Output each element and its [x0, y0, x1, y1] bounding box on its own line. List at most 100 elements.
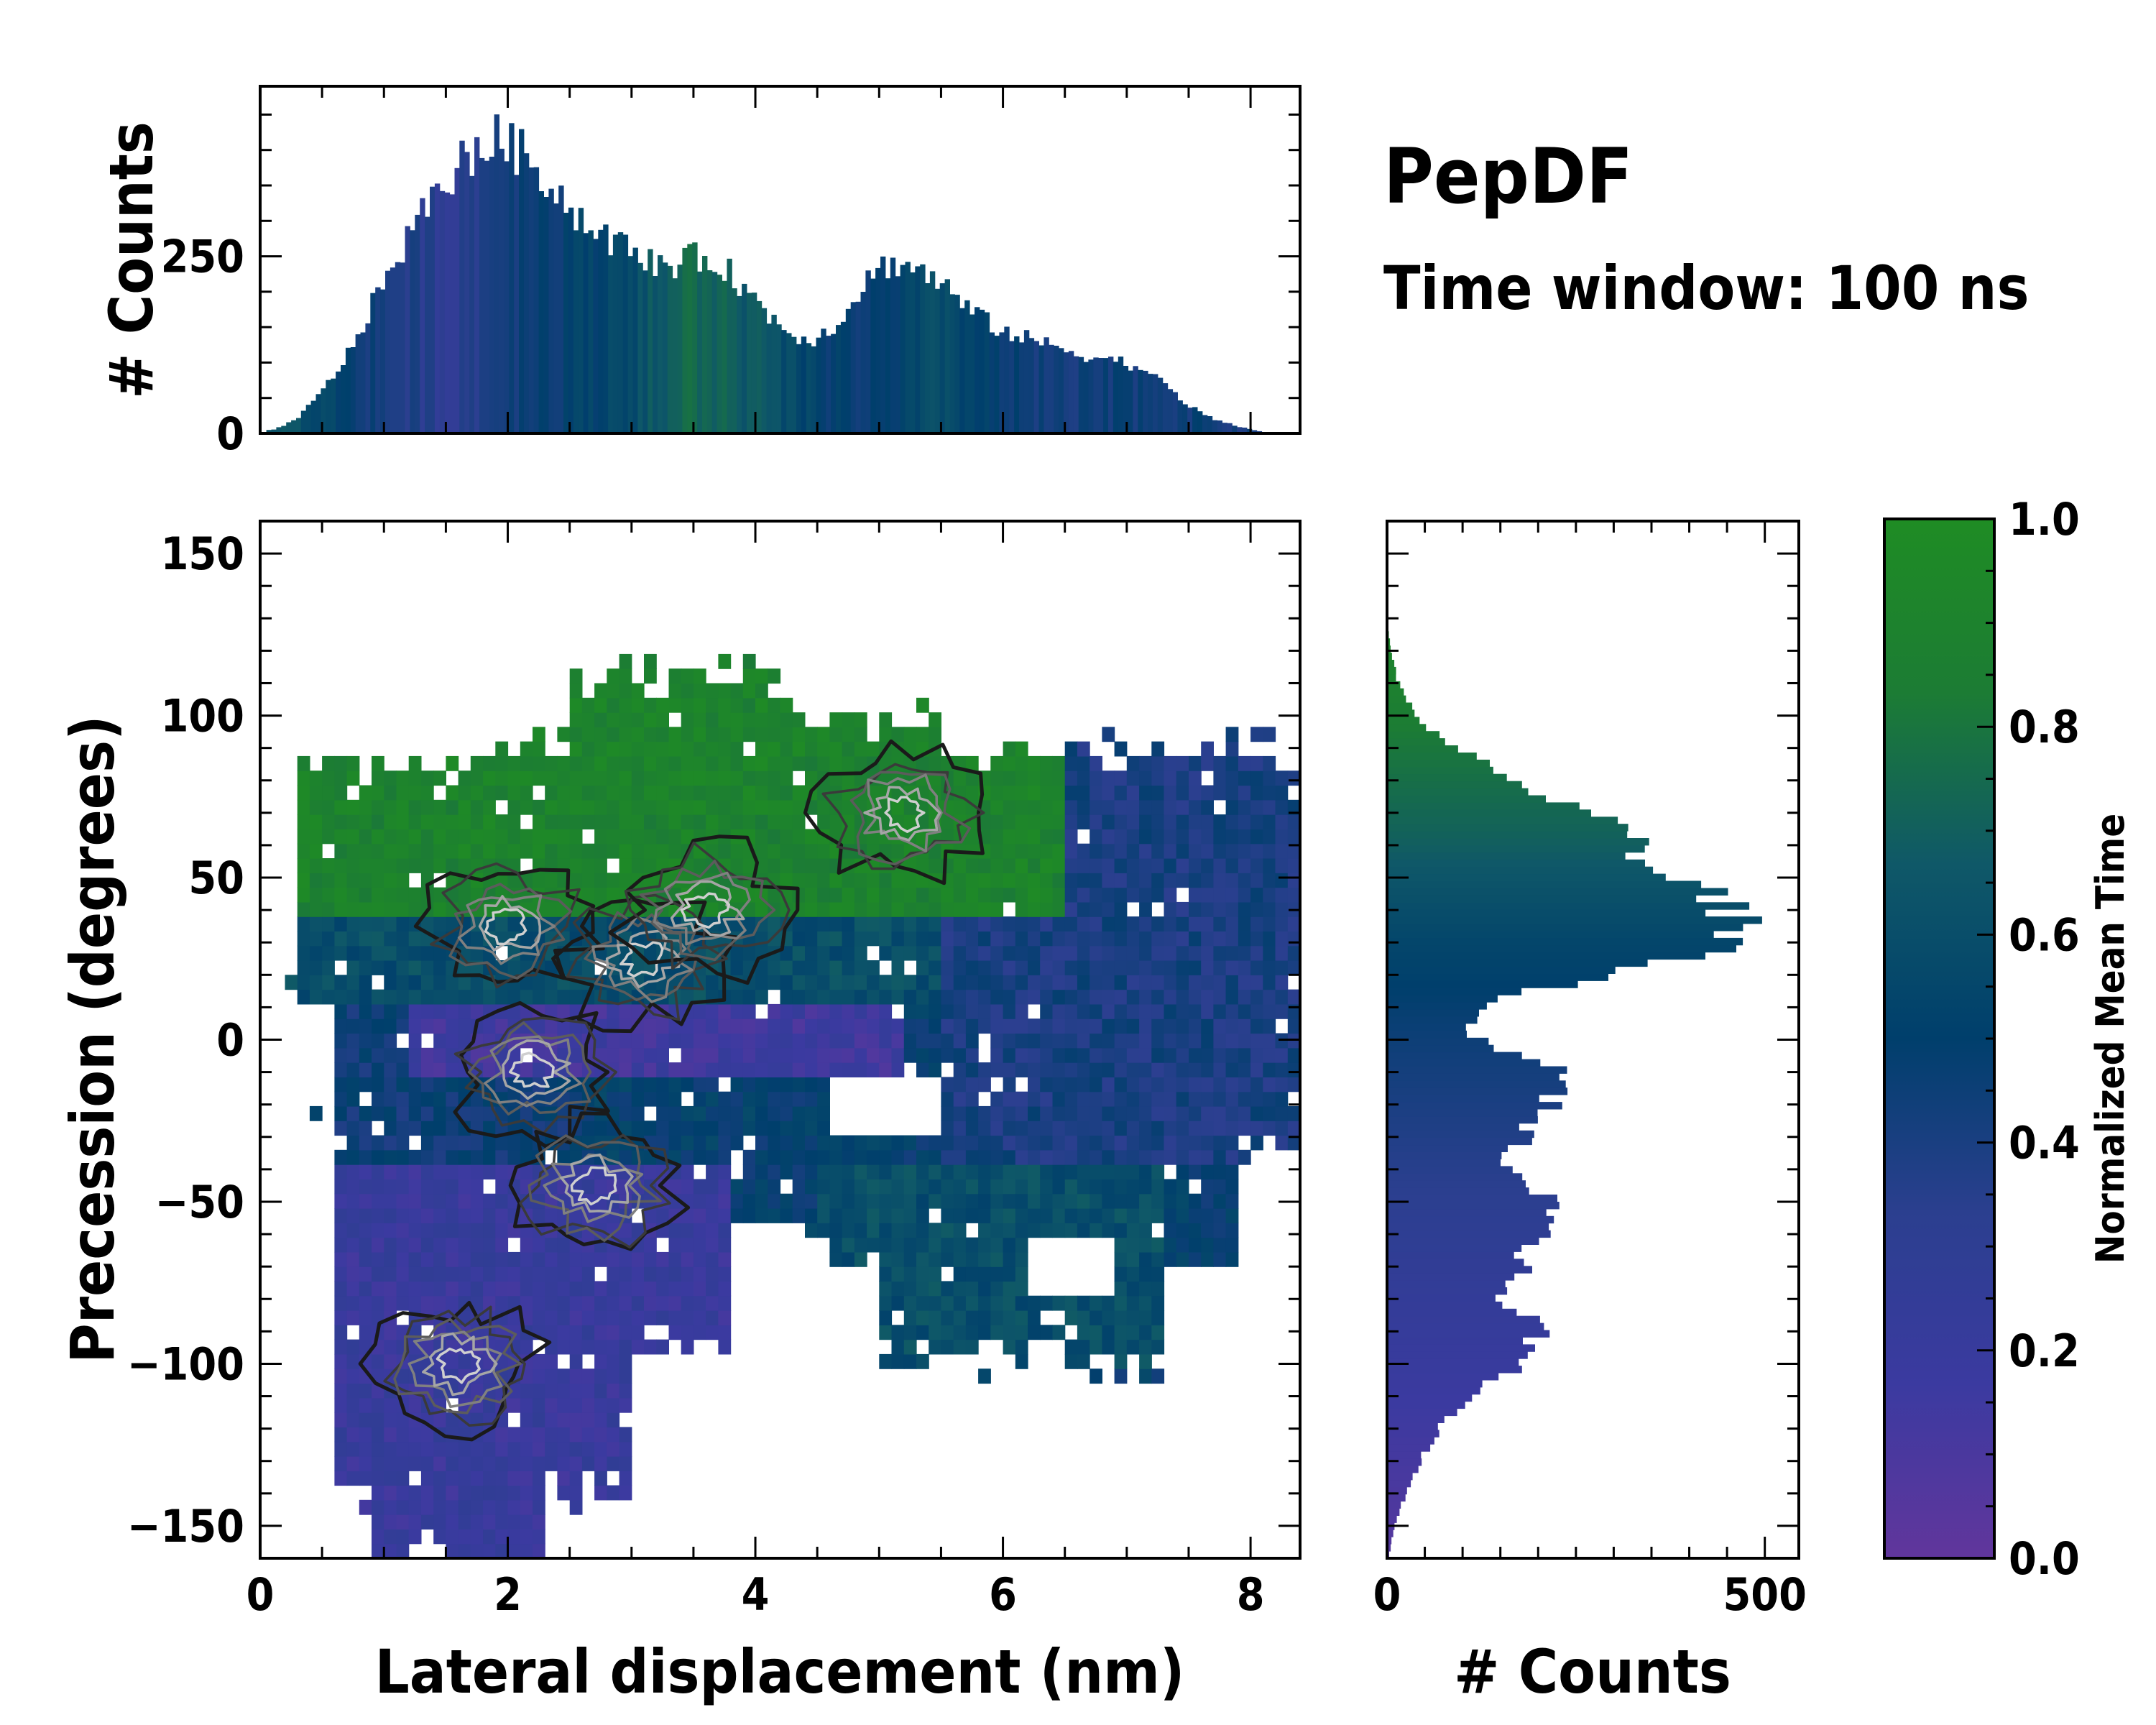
heatmap-cell [433, 1047, 446, 1063]
heatmap-cell [668, 668, 682, 684]
heatmap-cell [533, 1412, 545, 1427]
heatmap-cell [668, 1193, 682, 1209]
heatmap-cell [1077, 1149, 1090, 1165]
heatmap-cell [916, 1353, 929, 1369]
density-contour [393, 1317, 522, 1414]
heatmap-cell [903, 1251, 917, 1267]
heatmap-cell [1263, 770, 1276, 786]
heatmap-cell [619, 1033, 632, 1049]
right-histogram-bar [1387, 980, 1578, 988]
heatmap-cell [1003, 916, 1016, 932]
heatmap-cell [1250, 1018, 1263, 1034]
heatmap-cell [420, 960, 434, 975]
heatmap-cell [1015, 1018, 1028, 1034]
heatmap-cell [1263, 916, 1276, 932]
heatmap-cell [1089, 1121, 1102, 1136]
heatmap-cell [1077, 843, 1090, 859]
heatmap-cell [916, 1281, 929, 1297]
heatmap-cell [693, 1223, 706, 1238]
heatmap-cell [594, 1121, 607, 1136]
heatmap-cell [668, 755, 682, 771]
top-histogram-bar [519, 129, 525, 433]
heatmap-cell [433, 887, 446, 903]
colorbar-tick-label: 1.0 [2009, 493, 2080, 546]
top-histogram-bar [296, 418, 302, 433]
heatmap-cell [941, 901, 954, 917]
top-histogram-bar [1059, 348, 1064, 433]
heatmap-cell [557, 1368, 571, 1384]
heatmap-cell [693, 1179, 706, 1195]
heatmap-cell [1126, 945, 1140, 961]
heatmap-cell [594, 1471, 607, 1486]
heatmap-cell [644, 843, 657, 859]
heatmap-cell [433, 1237, 446, 1253]
heatmap-cell [693, 1018, 706, 1034]
heatmap-cell [755, 1033, 768, 1049]
heatmap-cell [433, 1441, 446, 1457]
heatmap-cell [1028, 1310, 1041, 1325]
heatmap-cell [1213, 1223, 1227, 1238]
heatmap-cell [446, 1077, 459, 1092]
heatmap-cell [631, 1223, 645, 1238]
heatmap-cell [965, 1047, 979, 1063]
y-tick-label: −100 [127, 1338, 244, 1390]
heatmap-cell [965, 916, 979, 932]
right-histogram-bar [1387, 1259, 1524, 1266]
heatmap-cell [718, 755, 732, 771]
heatmap-cell [718, 1105, 732, 1121]
heatmap-cell [891, 1062, 905, 1077]
heatmap-cell [420, 770, 434, 786]
heatmap-cell [854, 741, 867, 757]
heatmap-cell [1189, 1237, 1202, 1253]
heatmap-cell [1263, 1018, 1276, 1034]
heatmap-cell [1015, 814, 1028, 829]
heatmap-cell [829, 727, 843, 742]
heatmap-cell [817, 901, 830, 917]
heatmap-cell [520, 770, 533, 786]
heatmap-cell [533, 755, 545, 771]
heatmap-cell [557, 755, 571, 771]
heatmap-cell [309, 785, 323, 801]
heatmap-cell [1213, 814, 1227, 829]
heatmap-cell [569, 1339, 583, 1355]
heatmap-cell [359, 1471, 372, 1486]
top-histogram-bar [1222, 423, 1227, 433]
heatmap-cell [569, 697, 583, 713]
heatmap-cell [929, 945, 941, 961]
heatmap-cell [507, 770, 521, 786]
heatmap-cell [1064, 1353, 1078, 1369]
heatmap-cell [656, 697, 669, 713]
heatmap-cell [631, 829, 645, 845]
heatmap-cell [594, 1179, 607, 1195]
heatmap-cell [446, 1471, 459, 1486]
heatmap-cell [396, 1368, 410, 1384]
heatmap-cell [1275, 887, 1289, 903]
top-histogram-bar [449, 194, 455, 433]
heatmap-cell [718, 770, 732, 786]
heatmap-cell [408, 1441, 422, 1457]
heatmap-cell [718, 1179, 732, 1195]
heatmap-cell [829, 887, 843, 903]
heatmap-cell [718, 727, 732, 742]
heatmap-cell [545, 1397, 558, 1413]
heatmap-cell [569, 668, 583, 684]
heatmap-cell [359, 843, 372, 859]
heatmap-cell [619, 858, 632, 873]
heatmap-cell [656, 814, 669, 829]
heatmap-cell [978, 1164, 991, 1179]
heatmap-cell [619, 1295, 632, 1311]
heatmap-cell [681, 829, 694, 845]
heatmap-cell [1263, 755, 1276, 771]
heatmap-cell [805, 1149, 818, 1165]
heatmap-cell [1003, 931, 1016, 947]
heatmap-cell [483, 1135, 496, 1151]
heatmap-cell [742, 785, 756, 801]
heatmap-cell [581, 712, 595, 727]
heatmap-cell [792, 1018, 806, 1034]
heatmap-cell [446, 916, 459, 932]
heatmap-cell [1077, 858, 1090, 873]
heatmap-cell [1250, 1047, 1263, 1063]
heatmap-cell [916, 1237, 929, 1253]
heatmap-cell [408, 1091, 422, 1107]
heatmap-cell [1225, 755, 1239, 771]
